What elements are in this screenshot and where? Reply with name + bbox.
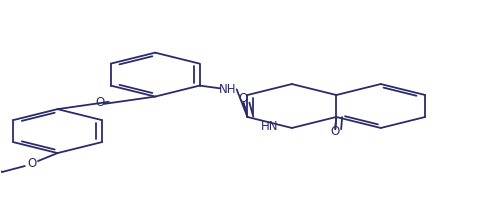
Text: O: O	[330, 125, 340, 138]
Text: O: O	[95, 96, 105, 109]
Text: O: O	[238, 92, 247, 105]
Text: O: O	[27, 157, 37, 170]
Text: HN: HN	[261, 120, 279, 133]
Text: NH: NH	[219, 83, 237, 96]
